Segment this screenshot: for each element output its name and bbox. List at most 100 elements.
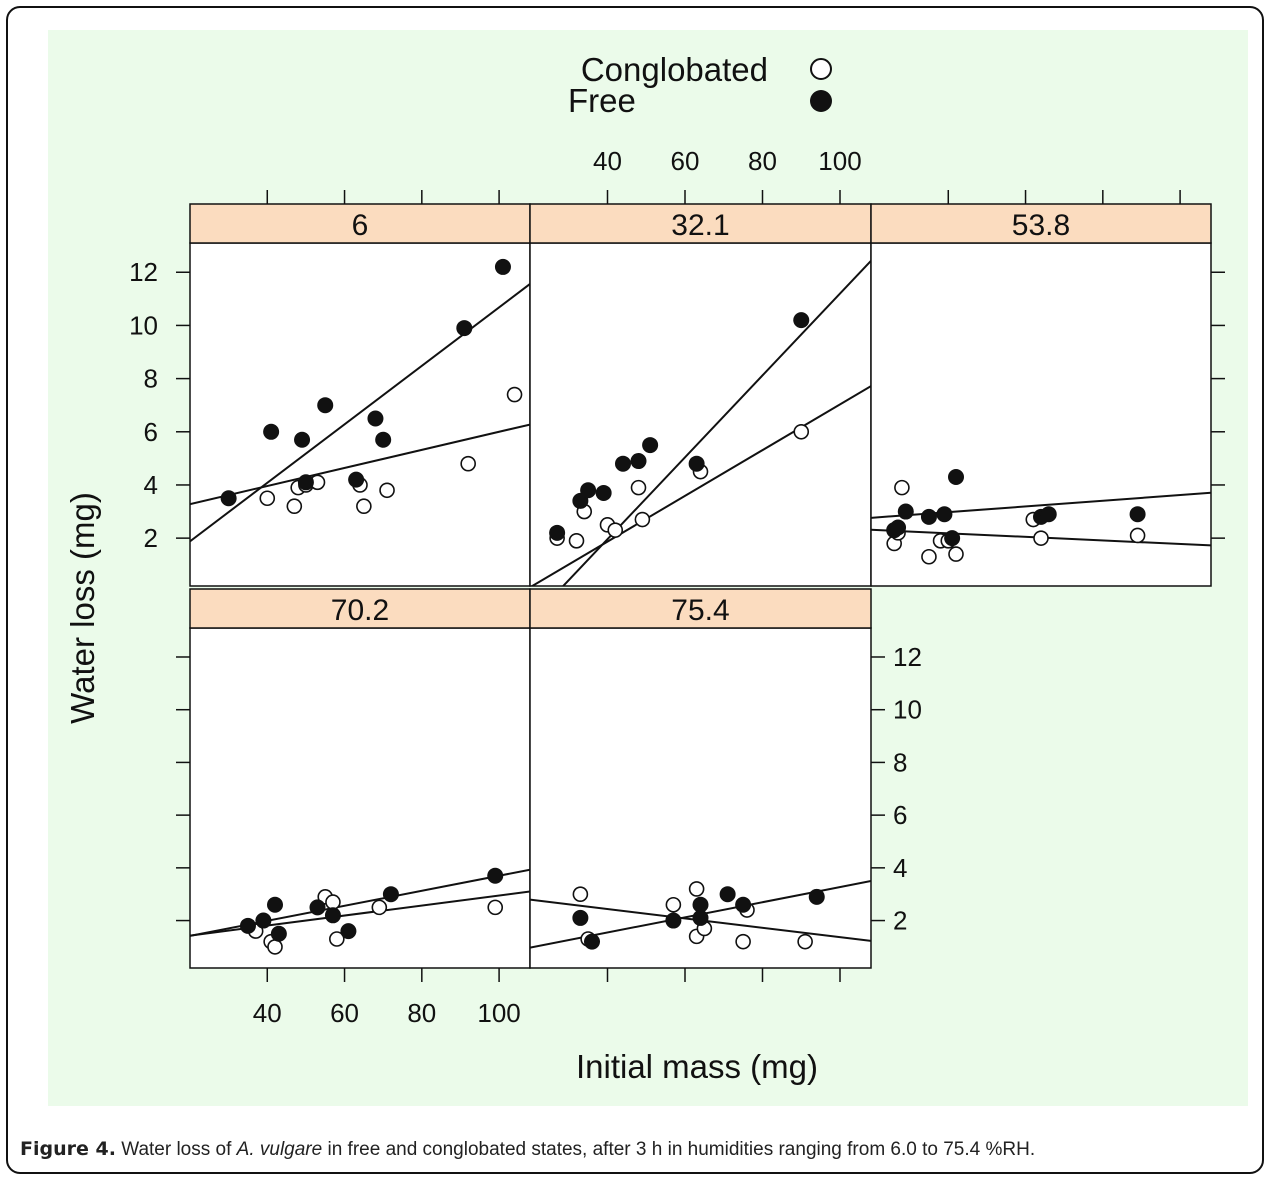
point-free: [692, 896, 709, 913]
y-tick-label-right: 12: [893, 642, 922, 672]
y-axis-title: Water loss (mg): [64, 492, 101, 724]
panel-strip: [870, 203, 1212, 244]
point-free: [948, 468, 964, 485]
point-conglobated: [894, 479, 910, 496]
point-conglobated: [797, 933, 813, 950]
panel-area: [529, 242, 872, 587]
caption-label: Figure 4.: [20, 1138, 116, 1160]
x-tick-label-bottom: 100: [477, 998, 520, 1028]
point-free: [382, 886, 399, 903]
y-tick-label-left: 4: [144, 470, 158, 500]
point-free: [793, 312, 810, 329]
y-tick-label-right: 6: [893, 800, 907, 830]
panel-strip-label: 6: [352, 209, 369, 242]
point-free: [239, 917, 256, 934]
point-free: [317, 397, 334, 414]
point-free: [340, 923, 357, 940]
x-tick-label-top: 40: [593, 146, 622, 176]
x-tick-label-bottom: 80: [407, 998, 436, 1028]
point-conglobated: [630, 479, 647, 496]
point-free: [890, 519, 907, 536]
point-free: [944, 530, 961, 547]
point-conglobated: [356, 498, 372, 515]
point-free: [487, 867, 504, 884]
point-free: [220, 490, 237, 507]
point-conglobated: [460, 455, 476, 472]
point-free: [615, 455, 631, 472]
caption-text-after: in free and conglobated states, after 3 …: [322, 1139, 1036, 1160]
fit-line-conglobated: [530, 385, 871, 586]
panel-area: [189, 627, 531, 969]
x-tick-label-top: 80: [748, 146, 777, 176]
point-conglobated: [286, 498, 303, 515]
panel-strip-label: 75.4: [671, 594, 729, 627]
legend-marker-conglobated: [810, 58, 832, 80]
panel-data: [871, 468, 1211, 565]
y-tick-label-right: 8: [893, 747, 907, 777]
point-free: [897, 503, 914, 520]
point-free: [263, 423, 280, 440]
panel-strip-label: 32.1: [671, 209, 729, 242]
panel-strip: [189, 588, 531, 629]
point-free: [255, 912, 272, 929]
caption-text-before: Water loss of: [115, 1139, 237, 1160]
point-free: [294, 431, 311, 448]
y-tick-label-right: 4: [893, 853, 907, 883]
point-conglobated: [634, 511, 651, 528]
point-conglobated: [793, 423, 810, 440]
point-free: [297, 474, 314, 491]
x-tick-label-top: 60: [671, 146, 700, 176]
x-axis-title: Initial mass (mg): [576, 1048, 818, 1085]
panel-strip: [529, 588, 872, 629]
x-tick-label-bottom: 60: [330, 998, 359, 1028]
point-conglobated: [1129, 527, 1146, 544]
point-free: [324, 907, 341, 924]
y-tick-label-left: 10: [129, 310, 158, 340]
point-conglobated: [688, 881, 705, 897]
point-free: [584, 933, 600, 950]
legend-marker-free: [810, 90, 832, 112]
point-conglobated: [325, 894, 341, 910]
legend-label-conglobated: Conglobated: [581, 51, 768, 88]
point-free: [348, 471, 365, 488]
point-conglobated: [371, 899, 388, 916]
legend-label-free: Free: [568, 82, 636, 119]
panel-data: [190, 258, 530, 543]
y-tick-label-right: 2: [893, 906, 907, 936]
point-conglobated: [572, 886, 589, 903]
point-conglobated: [487, 899, 504, 916]
point-free: [367, 410, 384, 427]
point-free: [920, 508, 937, 525]
point-conglobated: [921, 548, 937, 565]
point-conglobated: [948, 546, 964, 562]
point-free: [267, 896, 283, 913]
y-tick-label-left: 12: [129, 257, 158, 287]
fit-line-conglobated: [190, 423, 530, 506]
point-free: [719, 886, 736, 903]
point-conglobated: [665, 896, 682, 913]
point-free: [494, 258, 511, 275]
point-free: [1129, 506, 1146, 523]
point-conglobated: [735, 933, 751, 950]
point-conglobated: [259, 490, 276, 507]
point-conglobated: [1033, 530, 1049, 546]
caption-species: A. vulgare: [236, 1139, 323, 1160]
panel-data: [530, 260, 871, 586]
point-free: [936, 506, 953, 523]
x-tick-label-top: 100: [818, 146, 861, 176]
panel-strip-label: 70.2: [331, 594, 389, 627]
panel-data: [530, 880, 871, 950]
figure-caption: Figure 4. Water loss of A. vulgare in fr…: [20, 1138, 1250, 1161]
point-conglobated: [607, 522, 624, 538]
point-free: [630, 453, 647, 470]
fit-line-free: [190, 283, 530, 543]
y-tick-label-left: 8: [144, 364, 158, 394]
point-free: [270, 925, 287, 942]
x-tick-label-bottom: 40: [253, 998, 282, 1028]
y-tick-label-left: 6: [144, 417, 158, 447]
point-free: [688, 455, 705, 472]
point-free: [456, 320, 473, 337]
panel-strip: [529, 203, 872, 244]
point-free: [549, 524, 566, 541]
